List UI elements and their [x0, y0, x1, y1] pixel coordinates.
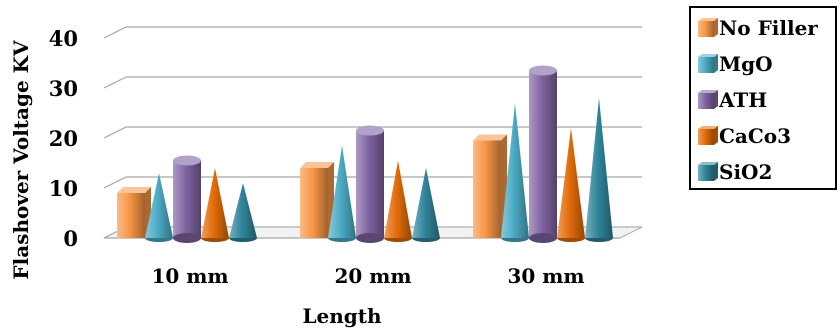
x-axis-title: Length	[302, 304, 382, 328]
legend-label: No Filler	[719, 16, 818, 40]
legend-swatch	[698, 126, 718, 145]
bar-front-face	[117, 193, 145, 238]
bar-cap	[173, 155, 201, 166]
gridline-depth	[103, 76, 127, 89]
x-category-label: 30 mm	[507, 264, 584, 288]
bar-cone	[585, 98, 613, 242]
legend-label: SiO2	[719, 160, 772, 184]
y-axis-title: Flashover Voltage KV	[9, 40, 33, 280]
bar-body	[557, 128, 585, 238]
bar-base	[529, 233, 557, 243]
bar-body	[384, 160, 412, 238]
bar-cone	[145, 173, 173, 242]
y-tick-label: 10	[49, 176, 78, 201]
bar-body	[173, 160, 201, 238]
legend-label: CaCo3	[719, 124, 791, 148]
bar-base	[356, 233, 384, 243]
bar-cone	[201, 168, 229, 242]
bar-body	[229, 183, 257, 238]
x-category-label: 10 mm	[151, 264, 228, 288]
x-category-label: 20 mm	[334, 264, 411, 288]
bar-box	[473, 134, 507, 238]
y-tick-label: 20	[49, 126, 78, 151]
legend-swatch	[698, 18, 718, 37]
bar-body	[356, 130, 384, 238]
bar-cone	[501, 103, 529, 242]
bar-base	[173, 233, 201, 243]
y-tick-label: 40	[49, 26, 78, 51]
y-tick-label: 30	[49, 76, 78, 101]
bar-body	[585, 98, 613, 238]
bar-front-face	[473, 140, 501, 238]
bar-top-face	[300, 162, 334, 168]
bar-cylinder	[173, 155, 201, 243]
legend-swatch	[698, 162, 718, 181]
legend-label: ATH	[718, 88, 767, 112]
y-tick-label: 0	[63, 226, 78, 251]
bar-cap	[356, 125, 384, 136]
bar-cone	[557, 128, 585, 242]
y-tick-labels: 0 10 20 30 40	[49, 26, 78, 251]
bars	[117, 65, 613, 243]
x-category-labels: 10 mm 20 mm 30 mm	[151, 264, 584, 288]
bar-cone	[229, 183, 257, 242]
bar-box	[117, 187, 151, 238]
bar-cylinder	[356, 125, 384, 243]
bar-cone	[328, 145, 356, 242]
bar-body	[412, 168, 440, 238]
legend-swatch	[698, 54, 718, 73]
bar-cone	[384, 160, 412, 242]
gridline-depth	[103, 126, 127, 139]
bar-cylinder	[529, 65, 557, 243]
bar-top-face	[117, 187, 151, 193]
bar-body	[529, 70, 557, 238]
bar-body	[328, 145, 356, 238]
bar-cone	[412, 168, 440, 242]
bar-body	[501, 103, 529, 238]
legend-label: MgO	[719, 52, 773, 76]
gridline-depth	[103, 176, 127, 189]
bar-body	[145, 173, 173, 238]
bar-body	[201, 168, 229, 238]
bar-cap	[529, 65, 557, 76]
bar-front-face	[300, 168, 328, 238]
bar-top-face	[473, 134, 507, 141]
legend-swatch	[698, 90, 718, 109]
gridline-depth	[103, 26, 127, 39]
legend: No Filler MgO ATH CaCo3 SiO2	[689, 6, 837, 190]
bar-box	[300, 162, 334, 238]
